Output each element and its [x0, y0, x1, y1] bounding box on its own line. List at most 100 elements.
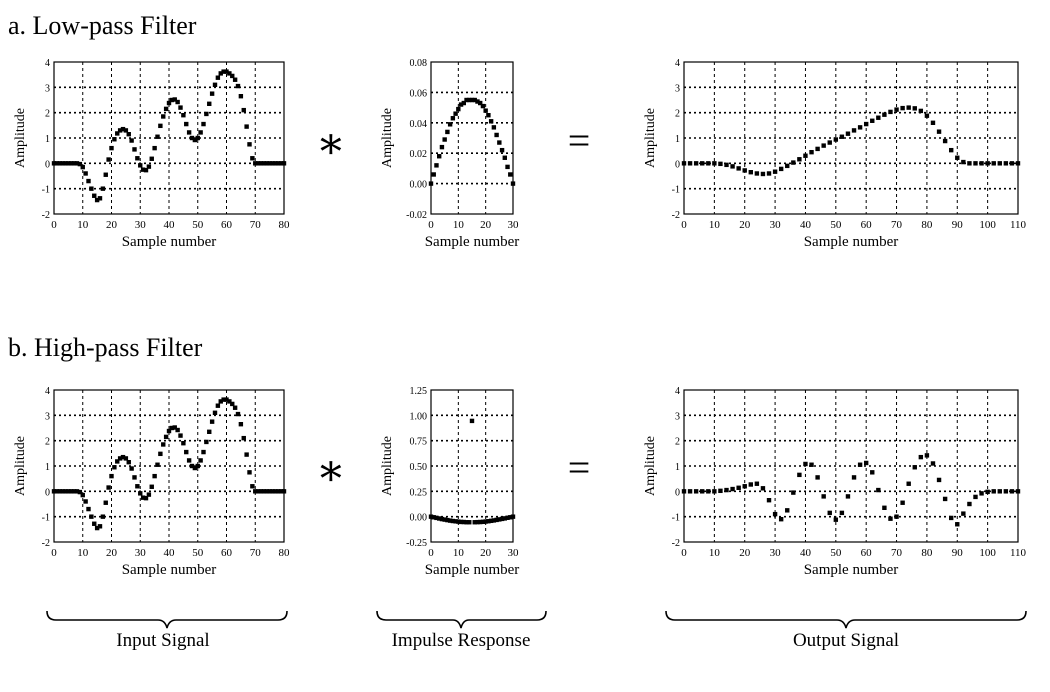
data-point	[508, 515, 513, 520]
data-point	[181, 113, 186, 118]
data-point	[839, 134, 845, 139]
data-point	[97, 524, 103, 529]
input-signal-label: Input Signal	[116, 630, 209, 651]
convolve-operator-b: ∗	[316, 446, 346, 495]
data-point	[241, 107, 246, 113]
data-point	[870, 470, 875, 475]
x-axis-label: Sample number	[804, 562, 899, 578]
y-tick-label: 2	[675, 437, 680, 448]
data-point	[276, 161, 281, 166]
data-point	[469, 418, 475, 424]
data-point	[437, 154, 442, 159]
data-point	[163, 434, 169, 440]
data-point	[900, 105, 905, 111]
data-point	[186, 130, 192, 135]
data-point	[192, 465, 198, 471]
x-tick-label: 0	[428, 219, 434, 231]
data-point	[169, 425, 175, 431]
data-point	[117, 128, 123, 133]
data-point	[218, 399, 223, 404]
data-point	[437, 516, 442, 521]
data-point	[445, 129, 450, 135]
data-point	[126, 460, 131, 465]
data-point	[261, 161, 267, 166]
x-tick-label: 10	[77, 547, 89, 559]
impulse-response-label: Impulse Response	[392, 630, 531, 651]
x-tick-label: 70	[250, 547, 262, 559]
data-point	[772, 511, 778, 517]
data-point	[201, 449, 206, 455]
y-axis-label: Amplitude	[13, 108, 28, 168]
data-point	[483, 108, 488, 113]
data-point	[112, 137, 117, 142]
data-point	[748, 170, 753, 175]
data-point	[456, 106, 461, 112]
data-point	[442, 517, 447, 522]
x-tick-label: 40	[800, 219, 812, 231]
data-point	[184, 449, 189, 455]
data-point	[100, 514, 106, 519]
x-tick-label: 80	[921, 547, 933, 559]
data-point	[467, 520, 472, 525]
data-point	[71, 489, 77, 494]
data-point	[888, 516, 893, 521]
data-point	[278, 161, 284, 166]
data-point	[276, 489, 281, 494]
y-tick-label: 0.00	[410, 513, 428, 524]
data-point	[1009, 161, 1015, 166]
data-point	[510, 181, 516, 186]
data-point	[86, 506, 91, 512]
section-title-a: a. Low-pass Filter	[8, 11, 197, 40]
data-point	[486, 519, 491, 524]
data-point	[791, 160, 796, 165]
data-point	[120, 126, 126, 132]
x-tick-label: 20	[480, 219, 492, 231]
data-point	[851, 128, 857, 133]
data-point	[264, 489, 269, 494]
data-point	[158, 451, 163, 457]
data-point	[955, 155, 960, 160]
data-point	[882, 505, 887, 510]
data-point	[491, 518, 497, 523]
equals-operator-b: =	[568, 445, 591, 490]
data-point	[198, 458, 203, 463]
y-tick-label: -1	[672, 513, 680, 524]
data-point	[494, 517, 499, 523]
data-point	[120, 454, 126, 460]
data-point	[235, 411, 241, 417]
data-point	[103, 172, 108, 177]
y-axis-label: Amplitude	[380, 436, 395, 496]
x-tick-label: 90	[952, 547, 964, 559]
data-point	[461, 519, 466, 525]
data-point	[247, 142, 252, 147]
data-point	[949, 515, 954, 521]
data-point	[250, 484, 255, 489]
data-point	[499, 147, 505, 153]
data-point	[973, 161, 978, 166]
data-point	[163, 106, 169, 112]
data-point	[510, 514, 516, 519]
data-point	[198, 130, 203, 135]
data-point	[149, 156, 154, 161]
data-point	[140, 495, 146, 500]
data-point	[155, 134, 160, 139]
data-point	[434, 515, 439, 521]
data-point	[985, 489, 990, 495]
data-point	[488, 518, 494, 524]
data-point	[924, 453, 930, 458]
data-point	[912, 106, 917, 111]
data-point	[253, 161, 258, 166]
data-point	[209, 419, 215, 424]
data-point	[851, 475, 857, 480]
x-tick-label: 90	[952, 219, 964, 231]
data-point	[181, 441, 186, 446]
data-point	[175, 99, 180, 105]
y-tick-label: 0.04	[410, 119, 428, 130]
data-point	[700, 489, 705, 494]
data-point	[973, 494, 978, 500]
data-point	[224, 397, 229, 402]
y-tick-label: 0	[675, 487, 680, 498]
x-tick-label: 70	[891, 219, 903, 231]
x-tick-label: 30	[135, 219, 147, 231]
